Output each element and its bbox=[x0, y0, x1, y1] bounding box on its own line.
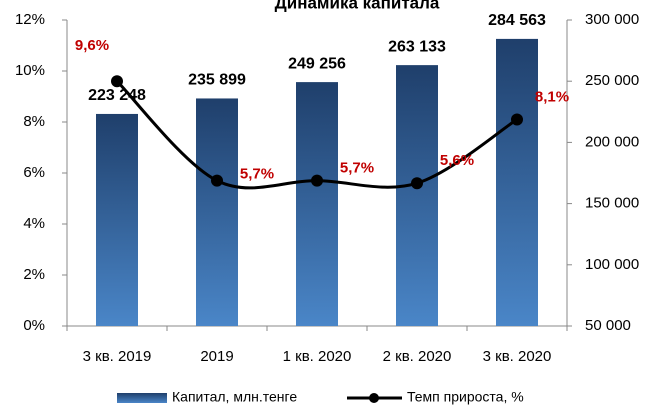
y2-tick-label: 150 000 bbox=[585, 195, 639, 212]
line-label: 5,6% bbox=[440, 152, 474, 169]
bar bbox=[96, 113, 138, 326]
bar-label: 235 899 bbox=[188, 72, 246, 89]
bar bbox=[196, 98, 238, 326]
line-marker bbox=[411, 177, 423, 190]
y-tick-label: 6% bbox=[23, 164, 45, 181]
line-marker bbox=[211, 174, 223, 187]
line-marker bbox=[511, 113, 523, 126]
x-tick-label: 3 кв. 2019 bbox=[83, 348, 152, 365]
x-tick-label: 2 кв. 2020 bbox=[383, 348, 452, 365]
line-marker bbox=[111, 75, 123, 88]
chart-title: Динамика капитала bbox=[275, 0, 440, 12]
x-tick-label: 1 кв. 2020 bbox=[283, 348, 352, 365]
bar bbox=[396, 65, 438, 326]
y-tick-label: 8% bbox=[23, 113, 45, 130]
legend-marker bbox=[369, 393, 379, 403]
y2-tick-label: 250 000 bbox=[585, 72, 639, 89]
bar-label: 284 563 bbox=[488, 12, 546, 29]
y-tick-label: 0% bbox=[23, 317, 45, 334]
legend-label: Темп прироста, % bbox=[407, 389, 524, 405]
x-tick-label: 3 кв. 2020 bbox=[483, 348, 552, 365]
bar bbox=[296, 82, 338, 326]
y-tick-label: 2% bbox=[23, 266, 45, 283]
line-marker bbox=[311, 174, 323, 187]
y2-tick-label: 100 000 bbox=[585, 256, 639, 273]
y-tick-label: 10% bbox=[15, 62, 45, 79]
bar-label: 223 248 bbox=[88, 87, 146, 104]
line-label: 5,7% bbox=[240, 166, 274, 183]
x-tick-label: 2019 bbox=[200, 348, 233, 365]
line-label: 5,7% bbox=[340, 160, 374, 177]
y-tick-label: 12% bbox=[15, 11, 45, 28]
y2-tick-label: 50 000 bbox=[585, 317, 631, 334]
line-label: 9,6% bbox=[75, 37, 109, 54]
legend-label: Капитал, млн.тенге bbox=[172, 389, 297, 405]
line-label: 8,1% bbox=[535, 88, 569, 105]
bar bbox=[496, 38, 538, 326]
bar-label: 249 256 bbox=[288, 55, 346, 72]
y2-tick-label: 300 000 bbox=[585, 11, 639, 28]
bar-label: 263 133 bbox=[388, 38, 446, 55]
y-tick-label: 4% bbox=[23, 215, 45, 232]
legend-swatch bbox=[117, 393, 167, 403]
y2-tick-label: 200 000 bbox=[585, 133, 639, 150]
